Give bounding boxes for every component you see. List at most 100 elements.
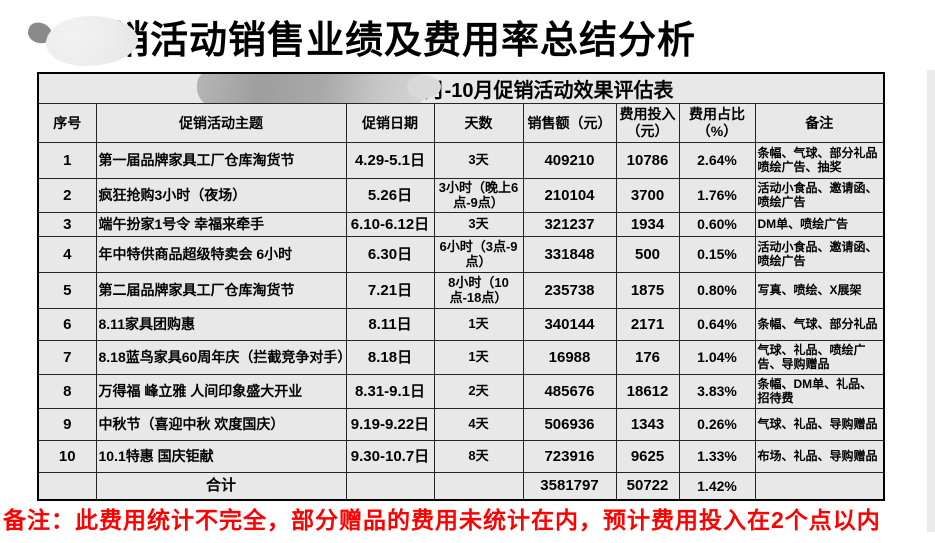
total-row: 合计 3581797 50722 1.42% — [37, 472, 885, 501]
cell-days: 3天 — [433, 212, 524, 237]
cell-cost: 1934 — [615, 212, 680, 237]
table-row: 9 中秋节（喜迎中秋 欢度国庆） 9.19-9.22日 4天 506936 1343 0.2… — [37, 408, 885, 441]
cell-no: 10 — [37, 440, 97, 473]
redacted-logo-blob — [46, 16, 138, 66]
cell-remark: 活动小食品、邀请函、喷绘广告 — [754, 178, 885, 213]
cell-remark: 条幅、气球、部分礼品 — [754, 308, 885, 341]
table-row: 10 10.1特惠 国庆钜献 9.30-10.7日 8天 723916 9625 1.33%… — [37, 440, 885, 473]
cell-remark: 气球、礼品、喷绘广告、导购赠品 — [754, 340, 885, 375]
table-title: 4月-10月促销活动效果评估表 — [413, 80, 674, 102]
cell-sales: 321237 — [522, 212, 617, 237]
right-edge-strip — [927, 70, 935, 532]
table-row: 2 疯狂抢购3小时（夜场） 5.26日 3小时（晚上6点-9点） 210104 3700 1… — [37, 178, 885, 213]
column-header-4: 销售额（元） — [522, 103, 617, 143]
cell-theme: 年中特供商品超级特卖会 6小时 — [95, 236, 347, 273]
table-row: 1 第一届品牌家具工厂仓库淘货节 4.29-5.1日 3天 409210 10786 2.6… — [37, 142, 885, 179]
column-header-6: 费用占比（%） — [678, 103, 756, 143]
cell-ratio: 0.64% — [678, 308, 756, 341]
cell-days: 6小时（3点-9点） — [433, 236, 524, 273]
cell-sales: 235738 — [522, 272, 617, 309]
cell-days: 4天 — [433, 408, 524, 441]
column-header-1: 促销活动主题 — [95, 103, 347, 143]
cell-no: 7 — [37, 340, 97, 375]
cell-days: 8天 — [433, 440, 524, 473]
table-row: 4 年中特供商品超级特卖会 6小时 6.30日 6小时（3点-9点） 331848 500… — [37, 236, 885, 273]
cell-no: 9 — [37, 408, 97, 441]
cell-cost: 1343 — [615, 408, 680, 441]
promotion-evaluation-table: 4月-10月促销活动效果评估表 序号 促销活动主题 促销日期 天数 销售额（元） 费用投入… — [37, 72, 886, 501]
table-header-row: 序号 促销活动主题 促销日期 天数 销售额（元） 费用投入（元） 费用占比（%） 备注 — [37, 103, 885, 143]
cell-days: 3天 — [433, 142, 524, 179]
cell-theme: 端午扮家1号令 幸福来牵手 — [95, 212, 347, 237]
cell-no: 4 — [37, 236, 97, 273]
cell-ratio: 2.64% — [678, 142, 756, 179]
table-title-cell: 4月-10月促销活动效果评估表 — [37, 72, 885, 104]
cell-ratio: 0.60% — [678, 212, 756, 237]
cell-date: 8.18日 — [345, 340, 435, 375]
cell-no: 6 — [37, 308, 97, 341]
total-cost: 50722 — [615, 472, 680, 501]
cell-sales: 331848 — [522, 236, 617, 273]
cell-date — [345, 472, 435, 501]
cell-sales: 210104 — [522, 178, 617, 213]
cell-remark: 活动小食品、邀请函、喷绘广告 — [754, 236, 885, 273]
cell-sales: 340144 — [522, 308, 617, 341]
column-header-3: 天数 — [433, 103, 524, 143]
cell-theme: 第一届品牌家具工厂仓库淘货节 — [95, 142, 347, 179]
cell-date: 8.11日 — [345, 308, 435, 341]
cell-date: 6.10-6.12日 — [345, 212, 435, 237]
cell-ratio: 0.80% — [678, 272, 756, 309]
cell-cost: 500 — [615, 236, 680, 273]
cell-no: 8 — [37, 374, 97, 409]
cell-ratio: 0.15% — [678, 236, 756, 273]
cell-date: 9.19-9.22日 — [345, 408, 435, 441]
cell-ratio: 1.33% — [678, 440, 756, 473]
cell-ratio: 3.83% — [678, 374, 756, 409]
footnote: 备注：此费用统计不完全，部分赠品的费用未统计在内，预计费用投入在2个点以内 — [3, 507, 881, 533]
table-row: 3 端午扮家1号令 幸福来牵手 6.10-6.12日 3天 321237 1934 0.60… — [37, 212, 885, 237]
cell-ratio: 1.76% — [678, 178, 756, 213]
cell-sales: 16988 — [522, 340, 617, 375]
cell-sales: 409210 — [522, 142, 617, 179]
cell-cost: 18612 — [615, 374, 680, 409]
cell-days — [433, 472, 524, 501]
cell-no: 3 — [37, 212, 97, 237]
cell-cost: 9625 — [615, 440, 680, 473]
cell-cost: 1875 — [615, 272, 680, 309]
column-header-7: 备注 — [754, 103, 885, 143]
cell-date: 4.29-5.1日 — [345, 142, 435, 179]
cell-days: 1天 — [433, 340, 524, 375]
table-row: 8 万得福 峰立雅 人间印象盛大开业 8.31-9.1日 2天 485676 18612 3… — [37, 374, 885, 409]
cell-sales: 506936 — [522, 408, 617, 441]
page-title: 促销活动销售业绩及费用率总结分析 — [72, 20, 697, 62]
total-label: 合计 — [95, 472, 347, 501]
cell-no — [37, 472, 97, 501]
table-title-row: 4月-10月促销活动效果评估表 — [37, 72, 885, 104]
table-row: 7 8.18蓝鸟家具60周年庆（拦截竞争对手） 8.18日 1天 16988 176 1.0… — [37, 340, 885, 375]
cell-theme: 第二届品牌家具工厂仓库淘货节 — [95, 272, 347, 309]
cell-days: 2天 — [433, 374, 524, 409]
total-sales: 3581797 — [522, 472, 617, 501]
cell-cost: 10786 — [615, 142, 680, 179]
cell-days: 3小时（晚上6点-9点） — [433, 178, 524, 213]
column-header-5: 费用投入（元） — [615, 103, 680, 143]
total-ratio: 1.42% — [678, 472, 756, 501]
cell-date: 8.31-9.1日 — [345, 374, 435, 409]
cell-remark: 条幅、DM单、礼品、招待费 — [754, 374, 885, 409]
cell-theme: 中秋节（喜迎中秋 欢度国庆） — [95, 408, 347, 441]
cell-date: 9.30-10.7日 — [345, 440, 435, 473]
cell-no: 2 — [37, 178, 97, 213]
cell-remark: 写真、喷绘、X展架 — [754, 272, 885, 309]
table-row: 5 第二届品牌家具工厂仓库淘货节 7.21日 8小时（10点-18点） 235738 18… — [37, 272, 885, 309]
column-header-2: 促销日期 — [345, 103, 435, 143]
cell-sales: 723916 — [522, 440, 617, 473]
cell-ratio: 0.26% — [678, 408, 756, 441]
cell-cost: 176 — [615, 340, 680, 375]
cell-remark: 布场、礼品、导购赠品 — [754, 440, 885, 473]
cell-theme: 8.18蓝鸟家具60周年庆（拦截竞争对手） — [95, 340, 347, 375]
cell-no: 1 — [37, 142, 97, 179]
cell-days: 1天 — [433, 308, 524, 341]
cell-remark: 气球、礼品、导购赠品 — [754, 408, 885, 441]
cell-theme: 8.11家具团购惠 — [95, 308, 347, 341]
